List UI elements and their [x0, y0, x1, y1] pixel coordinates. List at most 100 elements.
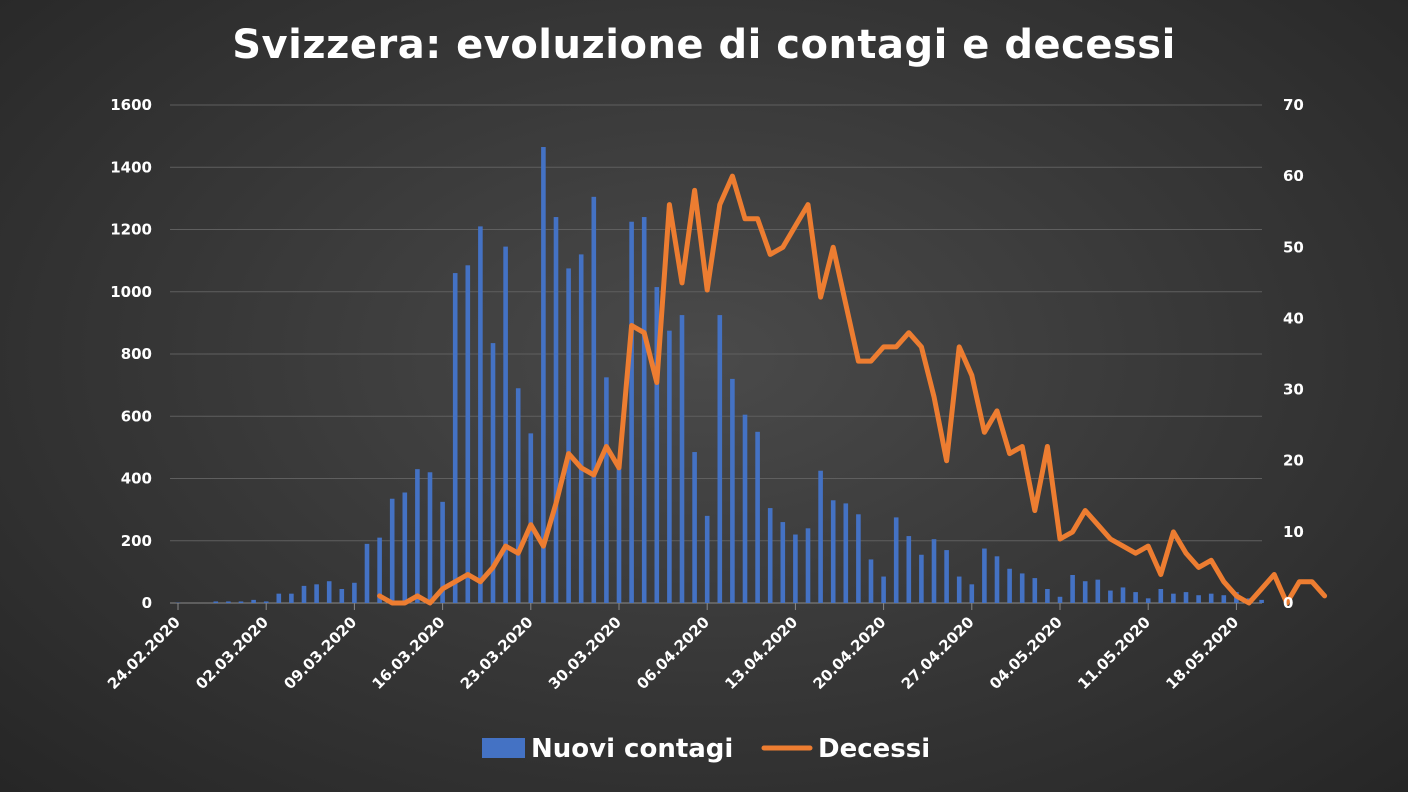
- y-left-tick-label: 1600: [110, 96, 152, 114]
- bar-nuovi-contagi: [1057, 596, 1063, 603]
- y-right-tick-label: 40: [1283, 309, 1304, 327]
- bar-nuovi-contagi: [440, 501, 445, 603]
- x-tick-label: 24.02.2020: [104, 613, 184, 693]
- bar-nuovi-contagi: [919, 554, 924, 603]
- bar-nuovi-contagi: [692, 452, 697, 603]
- bar-nuovi-contagi: [730, 378, 735, 603]
- bar-nuovi-contagi: [931, 539, 937, 603]
- bar-nuovi-contagi: [490, 343, 496, 603]
- x-tick-label: 02.03.2020: [192, 613, 272, 693]
- bar-nuovi-contagi: [906, 536, 912, 603]
- bar-nuovi-contagi: [503, 246, 508, 603]
- bar-nuovi-contagi: [415, 469, 420, 603]
- bar-nuovi-contagi: [1208, 593, 1214, 603]
- bar-nuovi-contagi: [944, 550, 949, 603]
- line-decessi-path: [377, 173, 1328, 606]
- x-tick-label: 06.04.2020: [633, 613, 713, 693]
- y-left-tick-label: 1400: [110, 158, 152, 176]
- bar-nuovi-contagi: [1120, 587, 1126, 603]
- bar-nuovi-contagi: [1221, 595, 1227, 603]
- legend: Nuovi contagi Decessi: [482, 734, 930, 764]
- bar-nuovi-contagi: [717, 315, 723, 603]
- bar-nuovi-contagi: [226, 601, 231, 603]
- bar-nuovi-contagi: [1259, 599, 1264, 603]
- bar-nuovi-contagi: [251, 599, 256, 603]
- x-tick-label: 09.03.2020: [280, 613, 360, 693]
- bar-nuovi-contagi: [263, 601, 269, 603]
- bar-nuovi-contagi: [389, 498, 395, 603]
- bar-nuovi-contagi: [578, 254, 584, 603]
- bar-nuovi-contagi: [994, 556, 1000, 603]
- y-right-tick-label: 10: [1283, 523, 1304, 541]
- bar-nuovi-contagi: [238, 601, 244, 603]
- bar-nuovi-contagi: [830, 500, 836, 603]
- y-right-tick-label: 0: [1283, 594, 1293, 612]
- bar-nuovi-contagi: [969, 584, 975, 603]
- bar-nuovi-contagi: [868, 559, 874, 603]
- y-left-tick-label: 1000: [110, 283, 152, 301]
- bar-nuovi-contagi: [465, 265, 471, 603]
- bar-nuovi-contagi: [591, 196, 597, 603]
- x-tick-label: 27.04.2020: [898, 613, 978, 693]
- bar-nuovi-contagi: [339, 588, 345, 603]
- y-left-tick-label: 400: [121, 470, 152, 488]
- bar-nuovi-contagi: [742, 414, 748, 603]
- x-tick-label: 20.04.2020: [810, 613, 890, 693]
- y-left-tick-label: 600: [121, 407, 152, 425]
- y-left-tick-label: 0: [142, 594, 152, 612]
- bar-nuovi-contagi: [1145, 598, 1151, 603]
- bar-nuovi-contagi: [301, 585, 307, 603]
- bar-nuovi-contagi: [843, 503, 849, 603]
- bar-nuovi-contagi: [553, 217, 559, 604]
- bar-nuovi-contagi: [478, 226, 483, 603]
- y-left-tick-label: 200: [121, 532, 152, 550]
- bar-nuovi-contagi: [767, 508, 773, 603]
- bar-nuovi-contagi: [881, 576, 886, 603]
- bar-nuovi-contagi: [213, 601, 219, 603]
- bar-nuovi-contagi: [1183, 592, 1189, 603]
- bar-nuovi-contagi: [755, 431, 760, 603]
- y-axis-right: 0 10 20 30 40 50 60 70: [1283, 96, 1304, 612]
- bar-nuovi-contagi: [402, 492, 408, 603]
- bar-nuovi-contagi: [679, 315, 685, 603]
- bar-nuovi-contagi: [364, 543, 370, 603]
- bar-nuovi-contagi: [1158, 588, 1164, 603]
- bar-nuovi-contagi: [1082, 581, 1088, 603]
- bar-nuovi-contagi: [956, 576, 962, 603]
- bar-nuovi-contagi: [1108, 590, 1113, 603]
- bar-nuovi-contagi: [276, 593, 282, 603]
- bar-nuovi-contagi: [616, 467, 622, 603]
- bar-nuovi-contagi: [654, 287, 660, 603]
- bar-nuovi-contagi: [427, 472, 433, 603]
- bar-nuovi-contagi: [982, 548, 987, 603]
- bar-nuovi-contagi: [1196, 595, 1201, 603]
- y-right-tick-label: 70: [1283, 96, 1304, 114]
- bar-nuovi-contagi: [352, 582, 357, 603]
- y-right-tick-label: 20: [1283, 452, 1304, 470]
- y-left-tick-label: 1200: [110, 221, 152, 239]
- bar-nuovi-contagi: [1045, 588, 1050, 603]
- x-axis: 24.02.2020 02.03.2020 09.03.2020 16.03.2020…: [104, 603, 1242, 693]
- grid-lines: [170, 104, 1262, 604]
- y-right-tick-label: 30: [1283, 381, 1304, 399]
- legend-swatch-nuovi-contagi: [482, 738, 525, 758]
- bar-nuovi-contagi: [667, 330, 672, 603]
- bar-nuovi-contagi: [377, 537, 382, 603]
- bars-nuovi-contagi: [175, 147, 1264, 604]
- bar-nuovi-contagi: [641, 217, 647, 604]
- bar-nuovi-contagi: [1133, 592, 1138, 603]
- bar-nuovi-contagi: [704, 515, 710, 603]
- bar-nuovi-contagi: [1019, 573, 1025, 603]
- bar-nuovi-contagi: [629, 221, 634, 603]
- y-axis-left: 0 200 400 600 800 1000 1200 1400 1600: [110, 96, 152, 612]
- x-tick-label: 23.03.2020: [457, 613, 537, 693]
- bar-nuovi-contagi: [793, 534, 798, 603]
- y-right-tick-label: 50: [1283, 238, 1304, 256]
- bar-nuovi-contagi: [1032, 578, 1038, 603]
- bar-nuovi-contagi: [856, 514, 861, 603]
- y-right-tick-label: 60: [1283, 167, 1304, 185]
- bar-nuovi-contagi: [604, 377, 609, 603]
- bar-nuovi-contagi: [893, 517, 899, 603]
- bar-nuovi-contagi: [452, 273, 458, 603]
- bar-nuovi-contagi: [528, 433, 534, 603]
